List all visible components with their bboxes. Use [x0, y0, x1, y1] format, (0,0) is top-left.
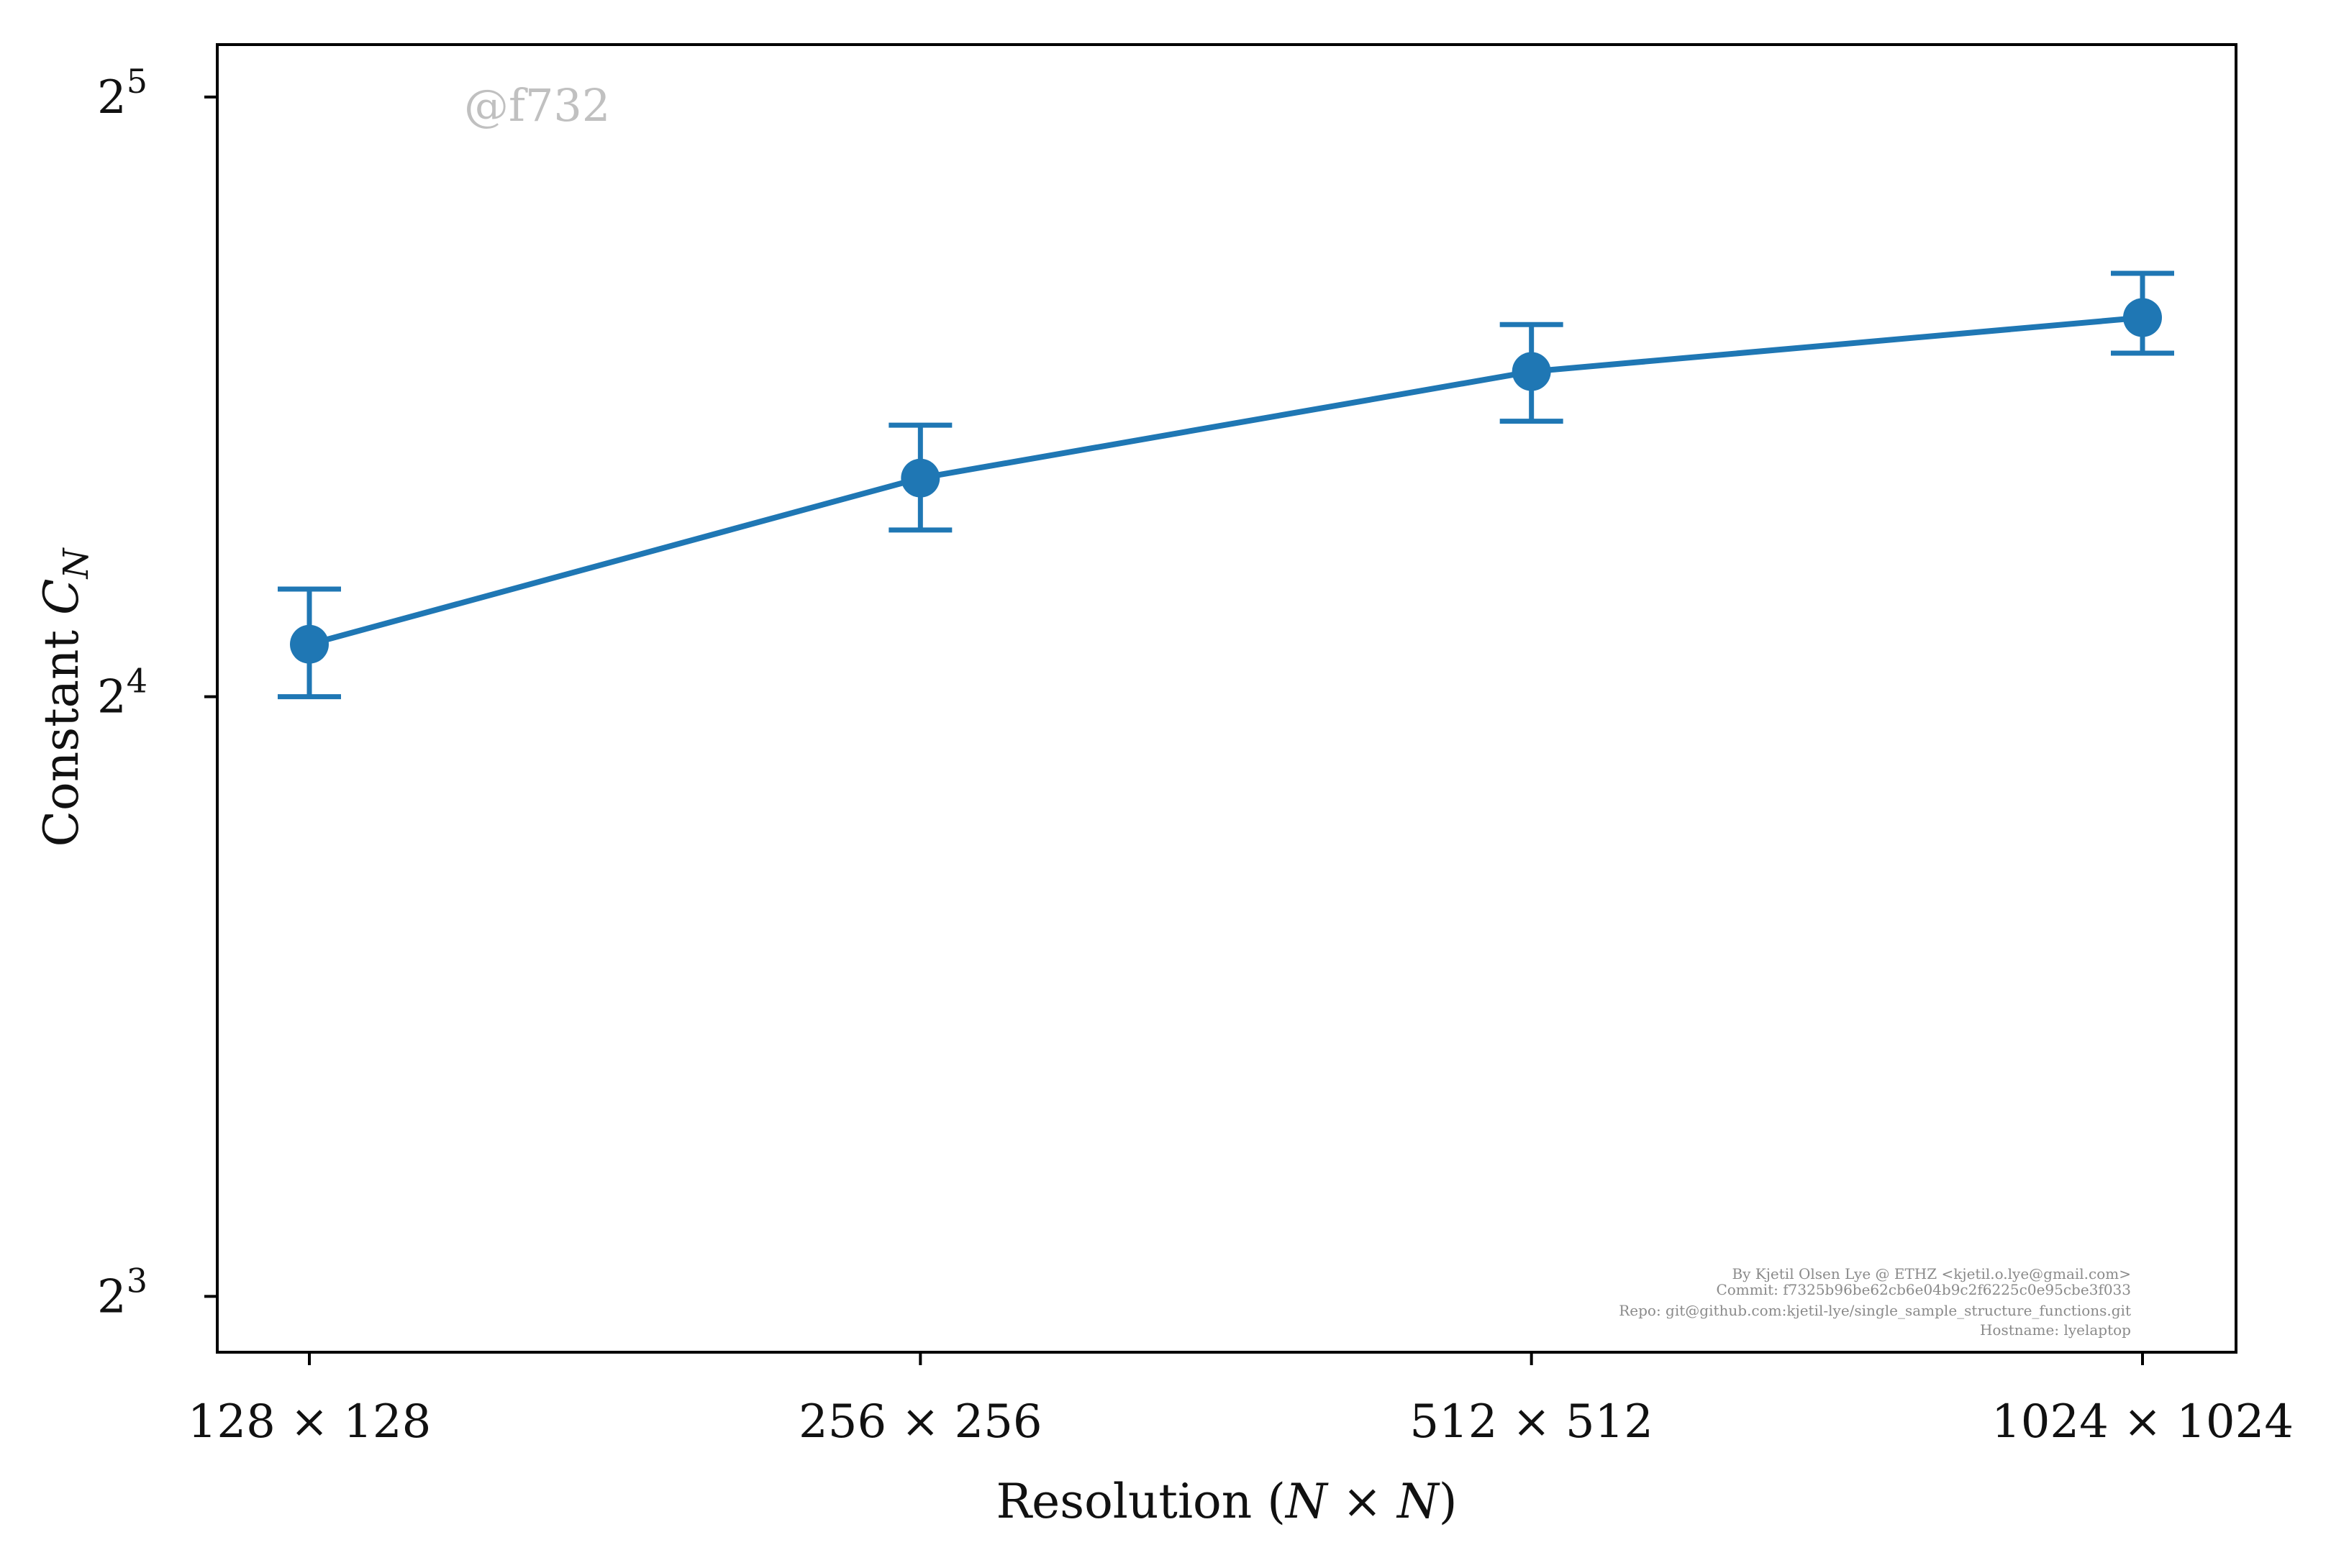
- x-tick-label: 512 × 512: [1409, 1395, 1653, 1449]
- credit-repo: Repo: git@github.com:kjetil-lye/single_s…: [1619, 1302, 2131, 1319]
- y-tick-label: 25: [97, 62, 147, 124]
- y-tick-label: 23: [97, 1261, 147, 1323]
- credit-author: By Kjetil Olsen Lye @ ETHZ <kjetil.o.lye…: [1732, 1265, 2131, 1282]
- x-tick-label: 128 × 128: [188, 1395, 432, 1449]
- y-tick-label: 24: [97, 662, 147, 724]
- data-layer: [278, 270, 2174, 700]
- data-point: [2123, 298, 2162, 337]
- x-axis-title: Resolution (N × N): [996, 1474, 1457, 1529]
- watermark-text: @f732: [464, 79, 610, 132]
- x-axis: 128 × 128 256 × 256 512 × 512 1024 × 1024: [188, 1352, 2294, 1449]
- x-tick-label: 1024 × 1024: [1991, 1395, 2294, 1449]
- credits-block: By Kjetil Olsen Lye @ ETHZ <kjetil.o.lye…: [1619, 1265, 2131, 1339]
- credit-commit: Commit: f7325b96be62cb6e04b9c2f6225c0e95…: [1716, 1281, 2131, 1298]
- y-axis: 23 24 25: [97, 62, 217, 1323]
- plot-frame: [216, 43, 2237, 1354]
- y-axis-title: Constant CN: [34, 547, 96, 847]
- data-point: [901, 458, 940, 498]
- data-point: [290, 624, 329, 664]
- x-tick-label: 256 × 256: [799, 1395, 1042, 1449]
- series-line: [308, 314, 2143, 647]
- credit-hostname: Hostname: lyelaptop: [1980, 1321, 2131, 1339]
- data-point: [1512, 352, 1551, 391]
